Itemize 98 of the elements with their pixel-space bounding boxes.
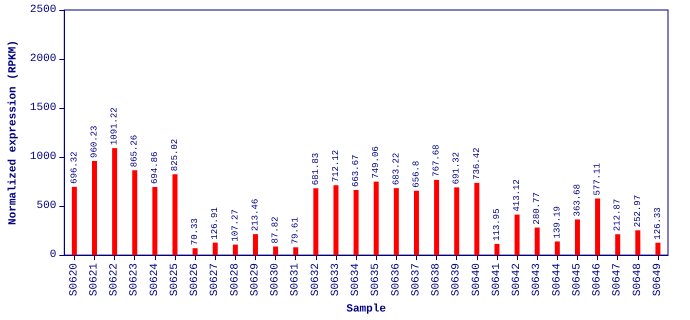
bar (554, 241, 560, 256)
data-label: 113.95 (492, 208, 502, 241)
data-label: 87.82 (270, 216, 281, 244)
data-label: 767.68 (432, 144, 442, 177)
x-tick-label: S0626 (189, 263, 202, 296)
bar (132, 170, 138, 256)
data-label: 694.86 (150, 152, 160, 184)
x-tick-label: S0625 (168, 263, 181, 296)
data-label: 126.91 (210, 207, 220, 240)
bar (434, 180, 440, 256)
data-label: 691.32 (452, 152, 462, 184)
bar (394, 188, 399, 256)
x-tick-label: S0646 (592, 263, 604, 296)
x-tick-label: S0647 (612, 263, 624, 296)
x-tick-label: S0632 (310, 263, 322, 296)
data-label: 70.33 (190, 218, 200, 246)
data-label: 79.61 (290, 217, 301, 244)
bar (454, 187, 460, 256)
bar (354, 190, 359, 256)
bar (534, 228, 540, 256)
bar (313, 188, 318, 256)
data-label: 683.22 (391, 152, 402, 186)
bar (655, 242, 660, 256)
data-label: 280.77 (532, 192, 542, 225)
data-label: 252.97 (632, 194, 643, 228)
data-label: 1091.22 (110, 107, 120, 146)
bar (192, 248, 198, 256)
x-tick-label: S0639 (450, 263, 463, 296)
bar (374, 182, 379, 256)
bar (293, 247, 298, 256)
bar (232, 244, 238, 256)
y-tick-label: 0 (50, 249, 56, 262)
x-tick-label: S0621 (88, 262, 100, 296)
bar (212, 242, 218, 256)
x-tick-label: S0637 (410, 263, 422, 296)
x-tick-label: S0645 (571, 263, 584, 296)
x-tick-label: S0622 (108, 263, 121, 296)
bar (514, 214, 520, 256)
x-tick-label: S0630 (270, 263, 282, 296)
bar (273, 246, 278, 256)
x-tick-label: S0634 (350, 262, 362, 296)
x-tick-label: S0648 (632, 263, 644, 296)
bar (333, 185, 338, 256)
y-tick-label: 500 (36, 200, 56, 212)
bar (615, 234, 620, 256)
data-label: 749.06 (371, 146, 382, 179)
data-label: 107.27 (230, 209, 240, 242)
x-tick-label: S0631 (290, 262, 302, 296)
x-tick-label: S0620 (68, 263, 80, 296)
bar (72, 186, 77, 256)
bar (635, 230, 640, 256)
y-tick-label: 1000 (30, 151, 56, 164)
data-label: 213.46 (250, 198, 260, 232)
x-tick-label: S0641 (490, 262, 503, 296)
bar (112, 148, 118, 256)
x-tick-label: S0629 (249, 263, 262, 296)
bar (574, 219, 580, 256)
x-tick-label: S0636 (390, 263, 402, 296)
data-label: 577.11 (592, 163, 603, 196)
data-label: 139.19 (552, 206, 562, 238)
bar (494, 244, 500, 256)
data-label: 126.33 (652, 207, 663, 240)
y-axis-title: Normalized expression (RPKM) (8, 40, 20, 225)
data-label: 696.32 (69, 151, 80, 184)
bar (474, 182, 480, 256)
data-label: 681.83 (310, 152, 321, 186)
bar (92, 160, 97, 256)
x-tick-label: S0638 (430, 263, 443, 296)
x-tick-label: S0649 (652, 263, 664, 296)
x-tick-label: S0644 (551, 262, 564, 296)
bar (172, 174, 178, 256)
bar (152, 186, 158, 256)
data-label: 960.23 (89, 126, 100, 158)
x-tick-label: S0628 (229, 263, 242, 296)
data-label: 712.12 (330, 150, 341, 182)
x-tick-label: S0627 (209, 263, 222, 296)
bar (252, 234, 258, 256)
x-tick-label: S0640 (470, 263, 483, 296)
data-label: 363.68 (572, 184, 582, 216)
x-tick-label: S0642 (511, 263, 524, 296)
y-tick-label: 2000 (30, 53, 56, 66)
data-label: 212.87 (612, 198, 623, 232)
data-label: 413.12 (512, 179, 522, 212)
x-tick-label: S0635 (370, 263, 382, 296)
x-tick-label: S0624 (148, 262, 161, 296)
data-label: 656.8 (411, 160, 422, 188)
x-tick-label: S0623 (128, 263, 141, 296)
data-label: 825.02 (170, 138, 180, 172)
data-label: 663.67 (351, 154, 362, 188)
x-axis-title: Sample (346, 304, 386, 316)
bar (414, 190, 419, 256)
y-tick-label: 1500 (30, 102, 56, 114)
bar (595, 198, 600, 256)
x-tick-label: S0643 (531, 263, 544, 296)
x-tick-label: S0633 (330, 263, 342, 296)
data-label: 736.42 (472, 147, 482, 180)
y-tick-label: 2500 (30, 4, 56, 16)
data-label: 865.26 (130, 134, 140, 168)
